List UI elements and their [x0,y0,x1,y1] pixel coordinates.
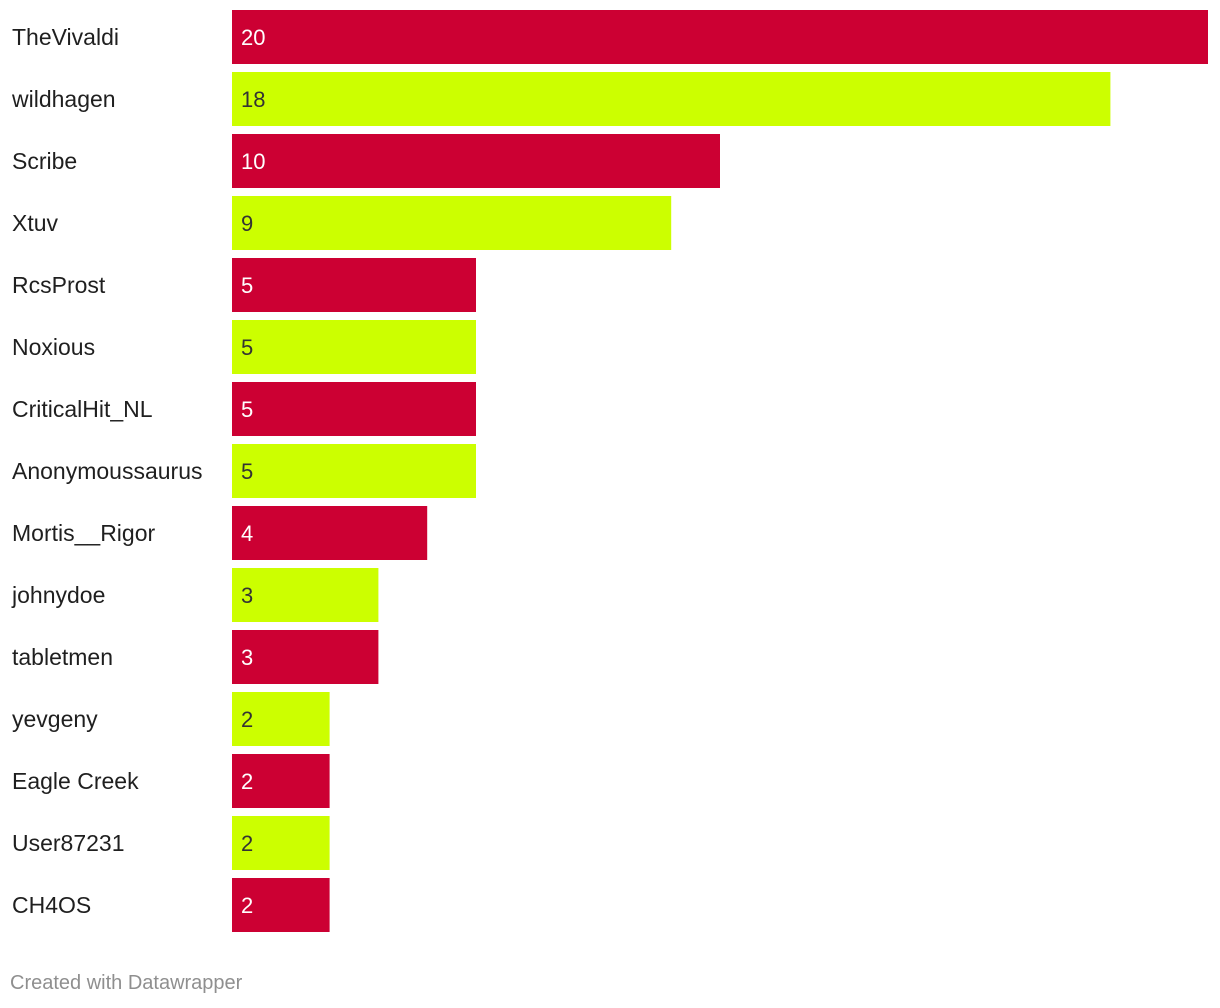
bar [232,196,672,250]
category-label: RcsProst [12,272,106,298]
category-label: johnydoe [11,582,105,608]
category-label: User87231 [12,830,125,856]
category-label: CriticalHit_NL [12,396,153,422]
bar-value-label: 10 [241,149,265,174]
bar-value-label: 20 [241,25,265,50]
category-label: Anonymoussaurus [12,458,203,484]
bar-value-label: 4 [241,521,253,546]
bar [232,134,720,188]
datawrapper-credit: Created with Datawrapper [10,972,243,994]
bar-value-label: 2 [241,831,253,856]
category-label: TheVivaldi [12,24,119,50]
bar-value-label: 2 [241,769,253,794]
bar-value-label: 3 [241,645,253,670]
bar [232,444,476,498]
bar [232,506,428,560]
bar-value-label: 2 [241,893,253,918]
category-label: wildhagen [11,86,116,112]
bar-value-label: 5 [241,397,253,422]
category-label: Xtuv [12,210,59,236]
bar-value-label: 5 [241,273,253,298]
bar-value-label: 5 [241,335,253,360]
category-label: Mortis__Rigor [12,520,155,546]
bar-value-label: 3 [241,583,253,608]
bar [232,10,1208,64]
category-label: Scribe [12,148,77,174]
bar [232,630,379,684]
bar [232,568,379,622]
bar-value-label: 5 [241,459,253,484]
bar [232,382,476,436]
category-label: CH4OS [12,892,91,918]
category-label: Noxious [12,334,95,360]
bar [232,258,476,312]
category-label: tabletmen [12,644,113,670]
bar-value-label: 2 [241,707,253,732]
bar-value-label: 9 [241,211,253,236]
bar [232,692,330,746]
category-label: Eagle Creek [12,768,139,794]
bar-chart: TheVivaldi 20 wildhagen 18 Scribe 10 Xtuv 9 RcsP… [11,10,1208,932]
bar [232,754,330,808]
bar-value-label: 18 [241,87,265,112]
bar [232,320,476,374]
category-label: yevgeny [12,706,98,732]
bar [232,816,330,870]
bar [232,72,1111,126]
bar [232,878,330,932]
